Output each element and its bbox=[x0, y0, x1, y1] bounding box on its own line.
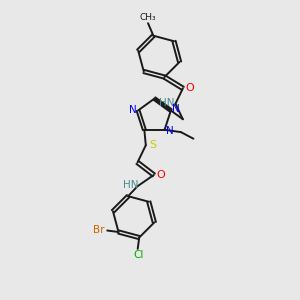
Text: S: S bbox=[149, 140, 156, 150]
Text: CH₃: CH₃ bbox=[140, 14, 156, 22]
Text: HN: HN bbox=[159, 98, 175, 108]
Text: Cl: Cl bbox=[133, 250, 143, 260]
Text: N: N bbox=[129, 106, 137, 116]
Text: N: N bbox=[172, 104, 180, 114]
Text: N: N bbox=[166, 126, 173, 136]
Text: O: O bbox=[156, 170, 165, 180]
Text: O: O bbox=[185, 83, 194, 93]
Text: HN: HN bbox=[123, 180, 139, 190]
Text: Br: Br bbox=[93, 225, 104, 235]
